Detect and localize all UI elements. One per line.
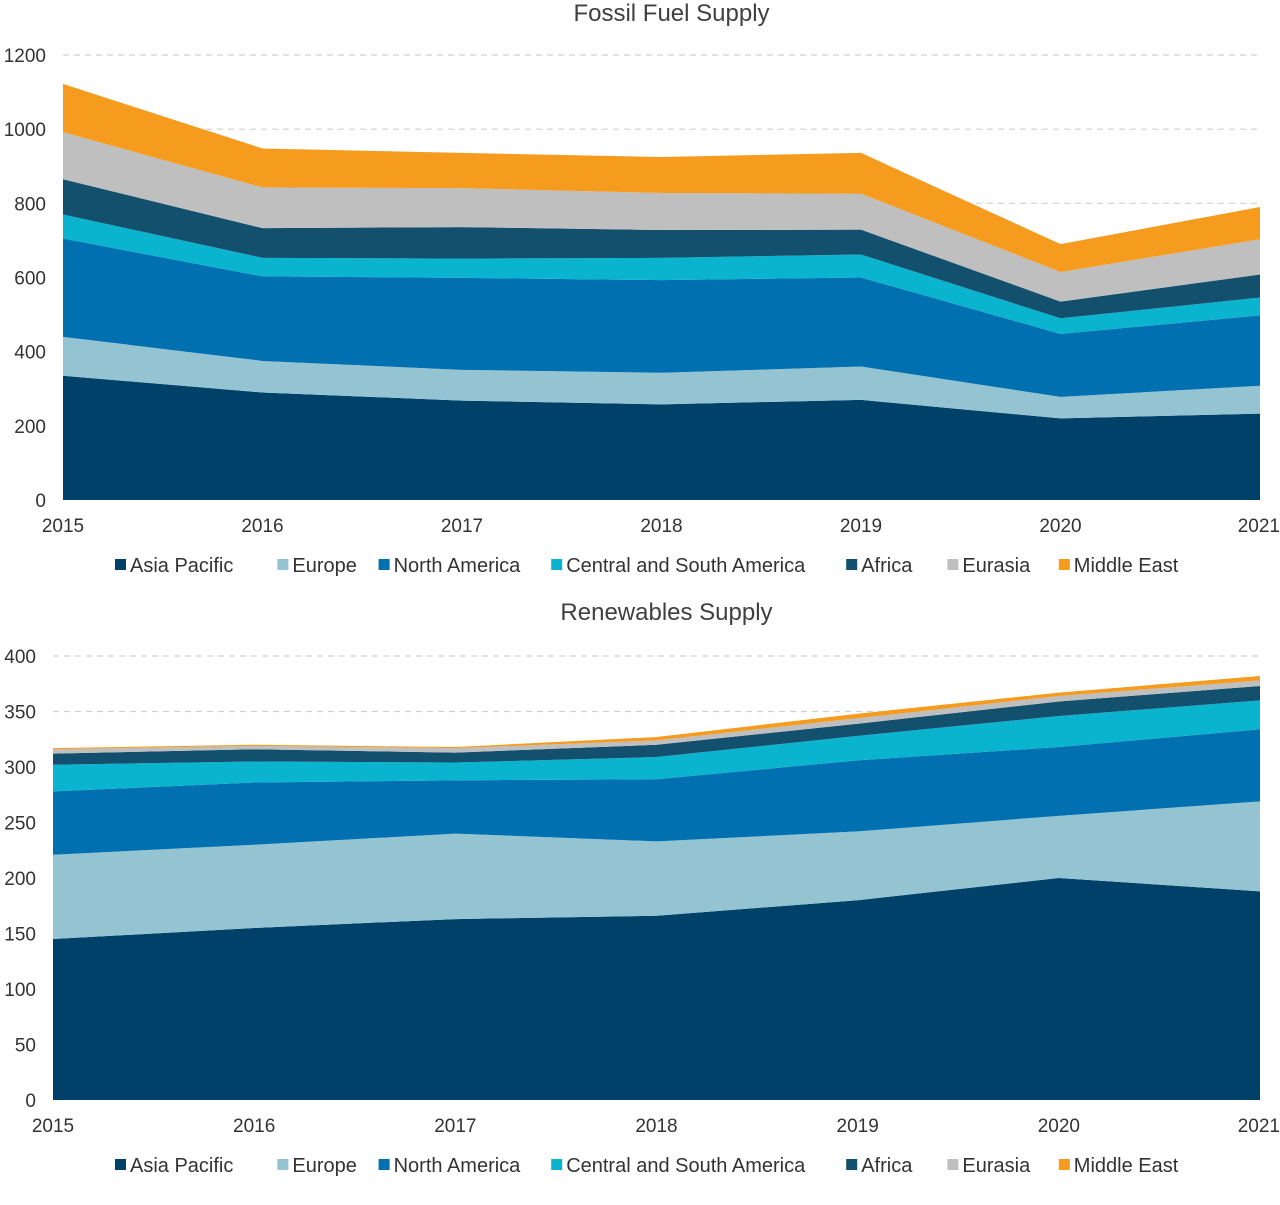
legend-swatch <box>551 1159 563 1170</box>
area-series-europe <box>63 336 1260 419</box>
y-tick-label: 100 <box>4 980 36 1001</box>
legend-swatch <box>1058 559 1070 570</box>
legend-item: North America <box>378 1155 522 1177</box>
x-tick-label: 2018 <box>640 516 682 537</box>
legend-item: Middle East <box>1058 1155 1179 1177</box>
fossil-fuel-chart: Fossil Fuel Supply 0 200 400 600 800 1000 1200 2… <box>4 0 1280 577</box>
x-tick-label: 2019 <box>837 1116 879 1137</box>
legend-label: Middle East <box>1074 555 1179 577</box>
legend-swatch <box>115 559 126 570</box>
legend-label: North America <box>394 1155 522 1177</box>
legend-item: Eurasia <box>947 555 1031 577</box>
legend-label: Eurasia <box>962 555 1031 577</box>
y-tick-label: 400 <box>14 343 46 364</box>
legend-swatch <box>277 559 289 570</box>
area-series-north-america <box>63 238 1260 397</box>
area-series-africa <box>53 685 1260 765</box>
legend-item: Central and South America <box>551 1155 806 1177</box>
area-series-europe <box>53 801 1260 940</box>
x-tick-label: 2016 <box>233 1116 275 1137</box>
legend-swatch <box>378 559 390 570</box>
x-tick-label: 2016 <box>241 516 283 537</box>
legend-item: Africa <box>846 555 913 577</box>
y-tick-label: 250 <box>4 814 36 835</box>
legend-label: Central and South America <box>566 1155 806 1177</box>
legend-swatch <box>1058 1159 1070 1170</box>
y-tick-label: 1000 <box>4 120 46 141</box>
area-series-central-and-south-america <box>63 214 1260 334</box>
legend-label: Africa <box>861 555 913 577</box>
legend-label: Asia Pacific <box>130 1155 233 1177</box>
chart-title: Fossil Fuel Supply <box>573 0 769 27</box>
y-tick-label: 1200 <box>4 46 46 67</box>
y-tick-label: 200 <box>14 417 46 438</box>
legend-item: Eurasia <box>947 1155 1031 1177</box>
legend-item: Central and South America <box>551 555 806 577</box>
legend-swatch <box>846 1159 858 1170</box>
legend-swatch <box>277 1159 289 1170</box>
legend-label: Europe <box>292 555 357 577</box>
area-series-north-america <box>53 729 1260 855</box>
legend-swatch <box>947 1159 959 1170</box>
legend-item: Europe <box>277 555 357 577</box>
x-tick-label: 2021 <box>1238 1116 1280 1137</box>
legend: Asia Pacific Europe North America Central a… <box>115 555 1179 577</box>
y-tick-label: 800 <box>14 194 46 215</box>
legend-label: Africa <box>861 1155 913 1177</box>
y-tick-label: 0 <box>35 491 46 512</box>
legend-label: Europe <box>292 1155 357 1177</box>
legend-label: Asia Pacific <box>130 555 233 577</box>
area-series-asia-pacific <box>53 878 1260 1100</box>
legend-item: Asia Pacific <box>115 555 233 577</box>
y-tick-label: 350 <box>4 703 36 724</box>
y-tick-label: 600 <box>14 269 46 290</box>
legend-item: Europe <box>277 1155 357 1177</box>
y-tick-label: 200 <box>4 869 36 890</box>
legend-swatch <box>378 1159 390 1170</box>
y-tick-label: 150 <box>4 925 36 946</box>
area-series-middle-east <box>63 83 1260 272</box>
legend: Asia Pacific Europe North America Central a… <box>115 1155 1179 1177</box>
x-tick-label: 2020 <box>1038 1116 1080 1137</box>
legend-swatch <box>947 559 959 570</box>
legend-label: Eurasia <box>962 1155 1031 1177</box>
y-tick-label: 400 <box>4 647 36 668</box>
legend-swatch <box>551 559 563 570</box>
area-series-central-and-south-america <box>53 700 1260 792</box>
legend-item: North America <box>378 555 522 577</box>
x-tick-label: 2019 <box>840 516 882 537</box>
x-tick-label: 2020 <box>1039 516 1081 537</box>
legend-item: Africa <box>846 1155 913 1177</box>
legend-item: Middle East <box>1058 555 1179 577</box>
x-tick-label: 2015 <box>32 1116 74 1137</box>
legend-item: Asia Pacific <box>115 1155 233 1177</box>
legend-swatch <box>846 559 858 570</box>
y-tick-label: 0 <box>25 1091 36 1112</box>
x-tick-label: 2021 <box>1238 516 1280 537</box>
area-series-africa <box>63 179 1260 319</box>
renewables-chart: Renewables Supply 0 50 100 150 200 250 300 350 40… <box>4 600 1280 1177</box>
x-tick-label: 2018 <box>635 1116 677 1137</box>
x-tick-label: 2017 <box>434 1116 476 1137</box>
x-tick-label: 2015 <box>42 516 84 537</box>
area-series-asia-pacific <box>63 375 1260 500</box>
chart-title: Renewables Supply <box>560 600 772 626</box>
legend-swatch <box>115 1159 126 1170</box>
legend-label: Middle East <box>1074 1155 1179 1177</box>
y-tick-label: 50 <box>15 1036 36 1057</box>
x-tick-label: 2017 <box>441 516 483 537</box>
y-tick-label: 300 <box>4 758 36 779</box>
area-series-eurasia <box>63 132 1260 302</box>
legend-label: North America <box>394 555 522 577</box>
legend-label: Central and South America <box>566 555 806 577</box>
